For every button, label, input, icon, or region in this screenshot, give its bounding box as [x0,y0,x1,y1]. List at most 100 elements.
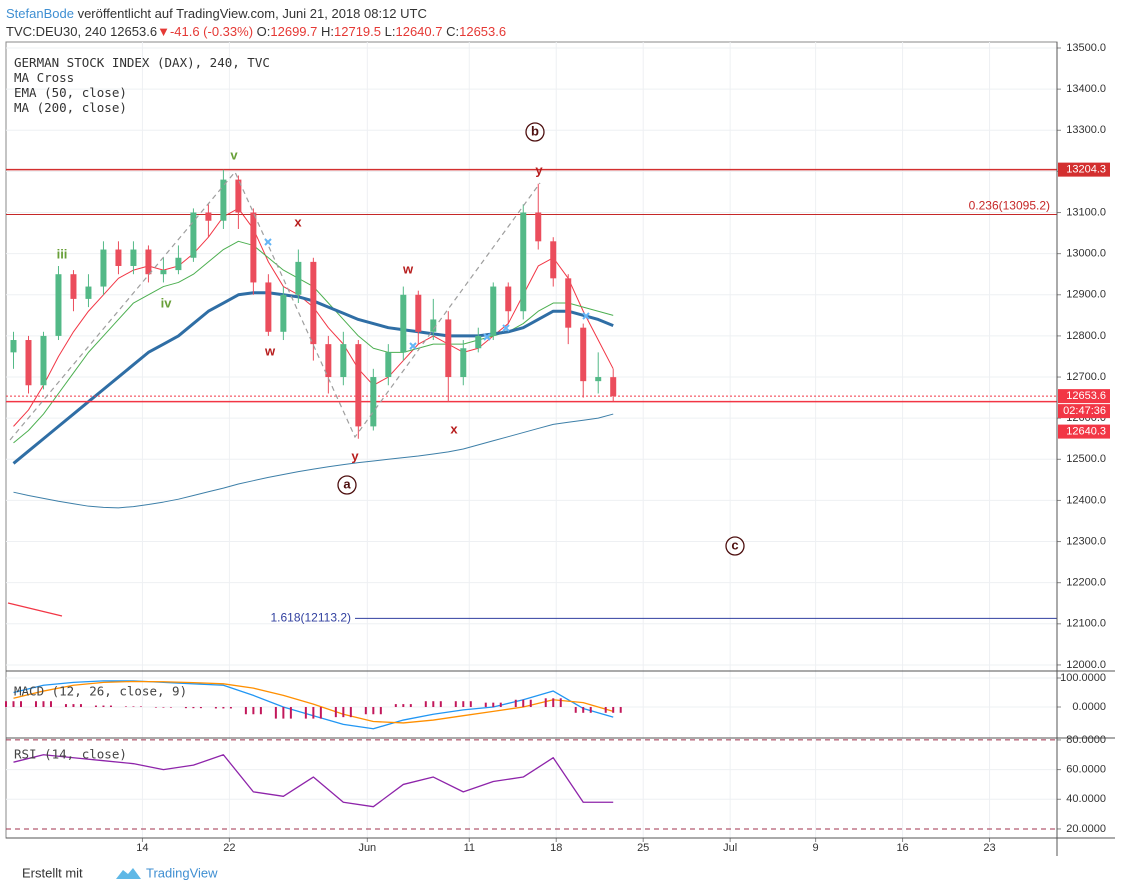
candle-body [265,282,272,332]
candle-body [115,249,122,266]
candle-body [505,286,512,312]
candle-body [400,294,407,353]
x-tick-label: Jul [723,842,737,854]
candle-body [355,344,362,427]
candle-body [145,249,152,275]
y-tick-label: 12200.0 [1066,577,1106,589]
arrow: ▼ [157,24,170,39]
x-tick-label: 9 [813,842,819,854]
price-box [1058,389,1110,404]
y-tick-label: 13000.0 [1066,248,1106,260]
y-tick-label: 12000.0 [1066,659,1106,671]
candle-body [235,179,242,213]
plot-frame [5,41,1058,839]
cross-markers [264,238,590,350]
y-tick-label: 12800.0 [1066,330,1106,342]
high: 12719.5 [334,24,382,39]
countdown-box [1058,404,1110,419]
y-tick-label: 12900.0 [1066,289,1106,301]
candle-body [430,319,437,332]
candle-body [85,286,92,299]
price-box [1058,162,1110,177]
candle-body [100,249,107,287]
made-with: Erstellt mit [22,865,83,880]
price-box-label: 13204.3 [1066,164,1106,176]
candle-body [340,344,347,378]
candle-body [295,261,302,295]
candle-body [385,352,392,378]
footer: Erstellt mit TradingView [22,865,218,880]
symbol: TVC:DEU30, 240 [6,24,107,39]
candle-body [475,335,482,349]
candle-body [160,270,167,275]
candle-body [40,335,47,386]
ohlc-line: TVC:DEU30, 240 12653.6▼-41.6 (-0.33%) O:… [6,24,506,39]
y-tick-label: 12400.0 [1066,494,1106,506]
y-tick-label: 13300.0 [1066,124,1106,136]
trend-line [7,602,63,617]
legend-entry: MA Cross [14,70,75,85]
wave-circle [525,122,545,142]
y-tick-label: 13100.0 [1066,206,1106,218]
y-tick-label: 12500.0 [1066,453,1106,465]
candle-body [325,344,332,378]
rsi-title: RSI (14, close) [14,747,127,762]
wave-label: b [531,123,539,138]
legend-entry: EMA (50, close) [14,85,127,100]
wave-label: a [343,476,351,491]
l-label: L: [384,24,396,39]
legend: GERMAN STOCK INDEX (DAX), 240, TVC MA Cr… [14,55,270,115]
wave-label: w [264,343,276,358]
candle-body [130,249,137,266]
wave-label: x [294,214,302,229]
candle-body [370,377,377,427]
candle-body [580,327,587,382]
fib-label: 1.618(12113.2) [270,611,351,625]
candle-body [190,212,197,258]
wave-label: y [351,448,359,463]
candle-body [415,294,422,332]
candle-body [445,319,452,378]
candle-body [25,340,32,386]
candle-body [280,294,287,332]
x-tick-label: 16 [896,842,908,854]
indicator-line [13,680,614,724]
wave-label: iv [161,295,173,310]
price-box [1058,424,1110,439]
y-tick-label: 12100.0 [1066,618,1106,630]
x-tick-label: 14 [136,842,148,854]
candle-body [550,241,557,279]
x-tick-label: 25 [637,842,649,854]
change: -41.6 (-0.33%) [169,24,254,39]
x-tick-label: 23 [983,842,995,854]
fib-label: 0.236(13095.2) [969,199,1050,213]
open: 12699.7 [270,24,318,39]
x-tick-label: 11 [464,842,475,854]
candle-body [205,212,212,221]
y-tick-label: 20.0000 [1066,823,1106,835]
o-label: O: [256,24,271,39]
wave-label: y [535,162,543,177]
c-label: C: [446,24,460,39]
close: 12653.6 [459,24,507,39]
wave-label: x [450,421,458,436]
candle-body [10,340,17,353]
candle-body [220,179,227,221]
candle-body [460,348,467,378]
brand[interactable]: TradingView [146,865,218,880]
wave-circle [725,536,745,556]
candle-body [310,261,317,345]
author[interactable]: StefanBode [6,6,74,21]
countdown: 02:47:36 [1063,405,1106,417]
y-tick-label: 60.0000 [1066,764,1106,776]
price-box-label: 12653.6 [1066,390,1106,402]
y-tick-label: 100.0000 [1060,672,1106,684]
last: 12653.6 [110,24,158,39]
candle-body [70,274,77,299]
legend-entry: GERMAN STOCK INDEX (DAX), 240, TVC [14,55,270,70]
candle-body [250,212,257,283]
indicator-line [13,754,614,808]
x-tick-label: Jun [358,842,376,854]
header-line: StefanBode veröffentlicht auf TradingVie… [6,6,427,21]
